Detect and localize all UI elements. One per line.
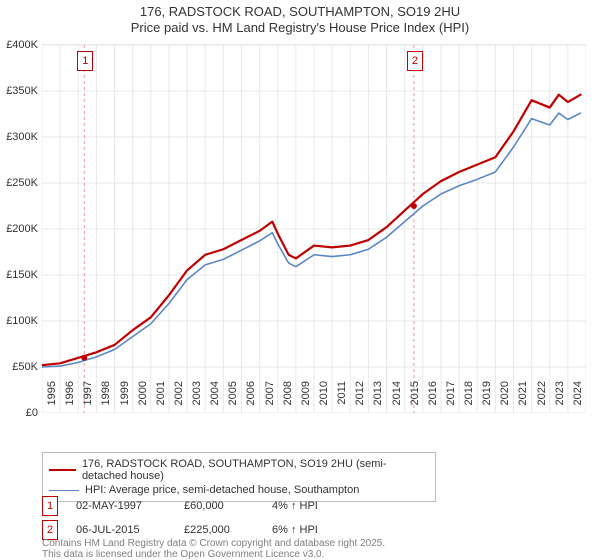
sale-marker-1: 1 [42,496,58,516]
x-axis-tick: 2014 [391,381,403,417]
legend-item-hpi: HPI: Average price, semi-detached house,… [49,483,429,497]
x-axis-tick: 2015 [409,381,421,417]
line-chart [42,45,586,413]
x-axis-tick: 2005 [227,381,239,417]
y-axis-tick: £150K [0,269,38,281]
y-axis-tick: £250K [0,177,38,189]
legend-label-price-paid: 176, RADSTOCK ROAD, SOUTHAMPTON, SO19 2H… [82,458,429,482]
x-axis-tick: 2018 [463,381,475,417]
y-axis-tick: £350K [0,85,38,97]
x-axis-tick: 2013 [372,381,384,417]
legend-item-price-paid: 176, RADSTOCK ROAD, SOUTHAMPTON, SO19 2H… [49,457,429,483]
x-axis-tick: 1995 [46,381,58,417]
sale-date-2: 06-JUL-2015 [76,524,166,536]
x-axis-tick: 2016 [427,381,439,417]
y-axis-tick: £0 [0,407,38,419]
x-axis-tick: 2007 [264,381,276,417]
x-axis-tick: 1999 [119,381,131,417]
sale-delta-2: 6% ↑ HPI [272,524,362,536]
title-line-1: 176, RADSTOCK ROAD, SOUTHAMPTON, SO19 2H… [0,4,600,20]
x-axis-tick: 2021 [517,381,529,417]
sales-table: 1 02-MAY-1997 £60,000 4% ↑ HPI 2 06-JUL-… [42,496,362,544]
x-axis-tick: 1996 [64,381,76,417]
x-axis-tick: 2003 [191,381,203,417]
x-axis-tick: 2000 [137,381,149,417]
x-axis-tick: 2020 [499,381,511,417]
x-axis-tick: 2009 [300,381,312,417]
y-axis-tick: £200K [0,223,38,235]
chart-marker-1: 1 [77,51,93,71]
x-axis-tick: 2017 [445,381,457,417]
legend-label-hpi: HPI: Average price, semi-detached house,… [85,484,359,496]
legend: 176, RADSTOCK ROAD, SOUTHAMPTON, SO19 2H… [42,452,436,502]
footer-line-2: This data is licensed under the Open Gov… [42,549,385,560]
sale-delta-1: 4% ↑ HPI [272,500,362,512]
x-axis-tick: 2001 [155,381,167,417]
x-axis-tick: 2008 [282,381,294,417]
chart-area: £0£50K£100K£150K£200K£250K£300K£350K£400… [42,44,586,413]
chart-marker-2: 2 [407,51,423,71]
x-axis-tick: 2024 [572,381,584,417]
y-axis-tick: £50K [0,361,38,373]
x-axis-tick: 2022 [536,381,548,417]
footer-line-1: Contains HM Land Registry data © Crown c… [42,538,385,549]
x-axis-tick: 1997 [82,381,94,417]
sale-price-1: £60,000 [184,500,254,512]
sale-row-2: 2 06-JUL-2015 £225,000 6% ↑ HPI [42,520,362,540]
x-axis-tick: 2006 [245,381,257,417]
y-axis-tick: £400K [0,39,38,51]
x-axis-tick: 2012 [354,381,366,417]
x-axis-tick: 2010 [318,381,330,417]
title-line-2: Price paid vs. HM Land Registry's House … [0,20,600,36]
sale-price-2: £225,000 [184,524,254,536]
y-axis-tick: £300K [0,131,38,143]
x-axis-tick: 2002 [173,381,185,417]
y-axis-tick: £100K [0,315,38,327]
x-axis-tick: 2004 [209,381,221,417]
chart-title-block: 176, RADSTOCK ROAD, SOUTHAMPTON, SO19 2H… [0,0,600,37]
x-axis-tick: 2011 [336,381,348,417]
x-axis-tick: 2023 [554,381,566,417]
footer-attribution: Contains HM Land Registry data © Crown c… [42,538,385,560]
legend-swatch-price-paid [49,469,76,471]
sale-date-1: 02-MAY-1997 [76,500,166,512]
legend-swatch-hpi [49,490,79,491]
sale-marker-2: 2 [42,520,58,540]
x-axis-tick: 2019 [481,381,493,417]
x-axis-tick: 1998 [100,381,112,417]
sale-row-1: 1 02-MAY-1997 £60,000 4% ↑ HPI [42,496,362,516]
